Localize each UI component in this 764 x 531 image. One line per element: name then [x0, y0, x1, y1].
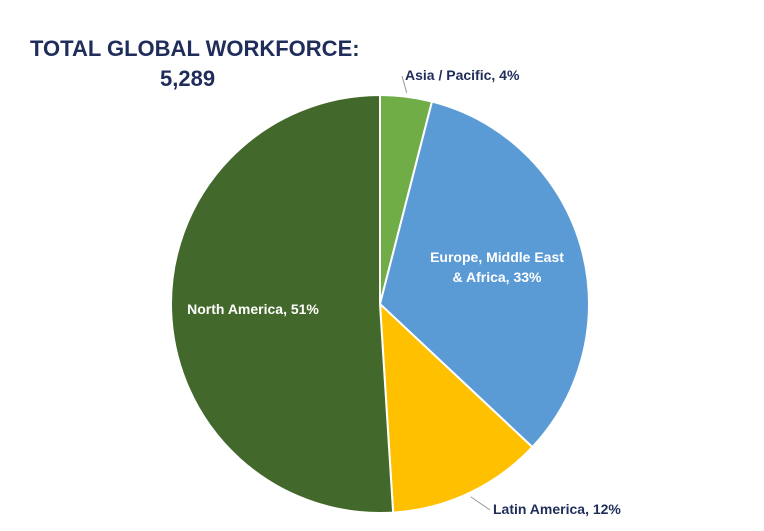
chart-subtitle: 5,289	[160, 66, 215, 91]
pie-slice	[170, 93, 395, 514]
data-label: North America, 51%	[187, 301, 319, 317]
pie-slice	[378, 100, 590, 449]
leader-line	[401, 75, 408, 93]
data-label: Latin America, 12%	[493, 501, 621, 517]
chart-title: TOTAL GLOBAL WORKFORCE:	[30, 36, 360, 61]
leader-line	[470, 496, 491, 511]
data-label: Europe, Middle East & Africa, 33%	[430, 249, 564, 285]
pie-slice	[378, 301, 534, 514]
data-label: Asia / Pacific, 4%	[405, 67, 520, 83]
